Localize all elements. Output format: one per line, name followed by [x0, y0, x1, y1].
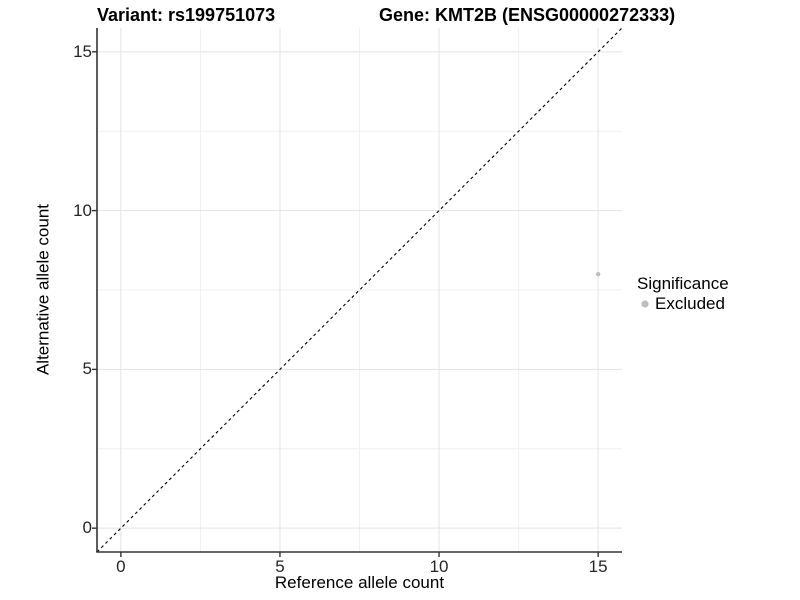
- y-tick-label: 10: [73, 200, 92, 220]
- x-tick-label: 0: [116, 557, 126, 576]
- x-tick-label: 5: [275, 557, 285, 576]
- y-tick-label: 15: [73, 41, 92, 61]
- identity-dashed-line: [96, 27, 623, 553]
- y-tick-label: 5: [82, 359, 92, 379]
- legend-title: Significance: [637, 274, 729, 293]
- plot-title-gene: Gene: KMT2B (ENSG00000272333): [379, 5, 676, 25]
- data-point: [595, 271, 601, 277]
- legend: Significance Excluded: [637, 274, 729, 314]
- legend-item-label: Excluded: [655, 294, 725, 313]
- legend-point-icon: [641, 300, 649, 308]
- y-axis-label: Alternative allele count: [33, 203, 53, 376]
- x-tick-label: 10: [429, 557, 449, 576]
- y-tick-label: 0: [82, 518, 92, 538]
- x-axis-label: Reference allele count: [274, 573, 445, 592]
- legend-item-excluded: Excluded: [637, 294, 729, 314]
- x-tick-label: 15: [588, 557, 608, 576]
- plot-title-variant: Variant: rs199751073: [97, 5, 276, 25]
